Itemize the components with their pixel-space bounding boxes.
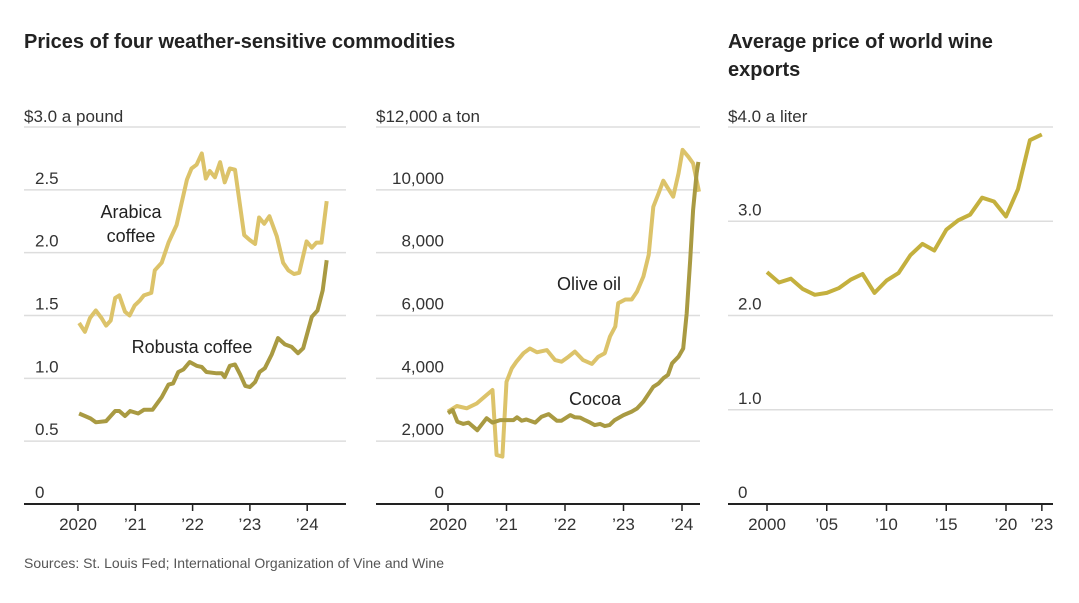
y-tick-label: 3.0	[738, 200, 762, 219]
chart-panel-2: $12,000 a ton 0 2,000 4,000 6,000 8,000 10,000…	[376, 107, 701, 534]
y-tick-label: 2,000	[401, 420, 444, 439]
x-tick-label: ’20	[995, 515, 1018, 534]
y-tick-label: 4,000	[401, 357, 444, 376]
x-tick-label: ’24	[671, 515, 694, 534]
x-tick-label: ’21	[124, 515, 147, 534]
x-tick-label: ’23	[1031, 515, 1054, 534]
y-tick-label: 10,000	[392, 169, 444, 188]
y-tick-label: 6,000	[401, 295, 444, 314]
unit-label: $12,000 a ton	[376, 107, 480, 126]
x-tick-label: ’10	[875, 515, 898, 534]
x-tick-label: ’05	[815, 515, 838, 534]
series-line-robusta-coffee	[78, 259, 329, 425]
y-tick-label: 2.5	[35, 169, 59, 188]
y-tick-label: 1.5	[35, 295, 59, 314]
x-tick-label: ’24	[296, 515, 319, 534]
wine-chart-title: Average price of world wine exports	[728, 31, 993, 81]
series-label: Olive oil	[557, 274, 621, 294]
y-tick-label: 0	[435, 483, 444, 502]
x-tick-label: 2020	[429, 515, 467, 534]
y-tick-label: 0	[35, 483, 44, 502]
series-line-arabica-coffee	[77, 151, 329, 334]
unit-label: $3.0 a pound	[24, 107, 123, 126]
x-tick-label: ’22	[181, 515, 204, 534]
y-tick-label: 2.0	[35, 232, 59, 251]
source-note: Sources: St. Louis Fed; International Or…	[24, 555, 444, 571]
y-tick-label: 0	[738, 483, 747, 502]
y-tick-label: 2.0	[738, 295, 762, 314]
x-tick-label: 2000	[748, 515, 786, 534]
x-tick-label: ’15	[935, 515, 958, 534]
chart-panel-1: $3.0 a pound 0 0.5 1.0 1.5 2.0 2.5 2020 ’21 ’22 ’2…	[24, 107, 346, 534]
unit-label: $4.0 a liter	[728, 107, 808, 126]
x-tick-label: ’23	[239, 515, 262, 534]
y-tick-label: 0.5	[35, 420, 59, 439]
series-line-olive-oil	[446, 147, 701, 459]
chart-panel-3: $4.0 a liter 0 1.0 2.0 3.0 2000 ’05 ’10 ’15 ’20 ’2…	[728, 107, 1053, 534]
series-line-cocoa	[446, 161, 701, 433]
y-tick-label: 1.0	[738, 389, 762, 408]
x-tick-label: ’23	[612, 515, 635, 534]
series-label: Robusta coffee	[132, 337, 253, 357]
series-label: Arabica coffee	[100, 202, 162, 246]
x-tick-label: 2020	[59, 515, 97, 534]
y-tick-label: 8,000	[401, 232, 444, 251]
y-tick-label: 1.0	[35, 357, 59, 376]
x-tick-label: ’22	[554, 515, 577, 534]
series-label: Cocoa	[569, 389, 622, 409]
x-tick-label: ’21	[495, 515, 518, 534]
series-line-wine-price	[765, 132, 1043, 297]
commodities-chart-title: Prices of four weather-sensitive commodi…	[24, 31, 456, 53]
